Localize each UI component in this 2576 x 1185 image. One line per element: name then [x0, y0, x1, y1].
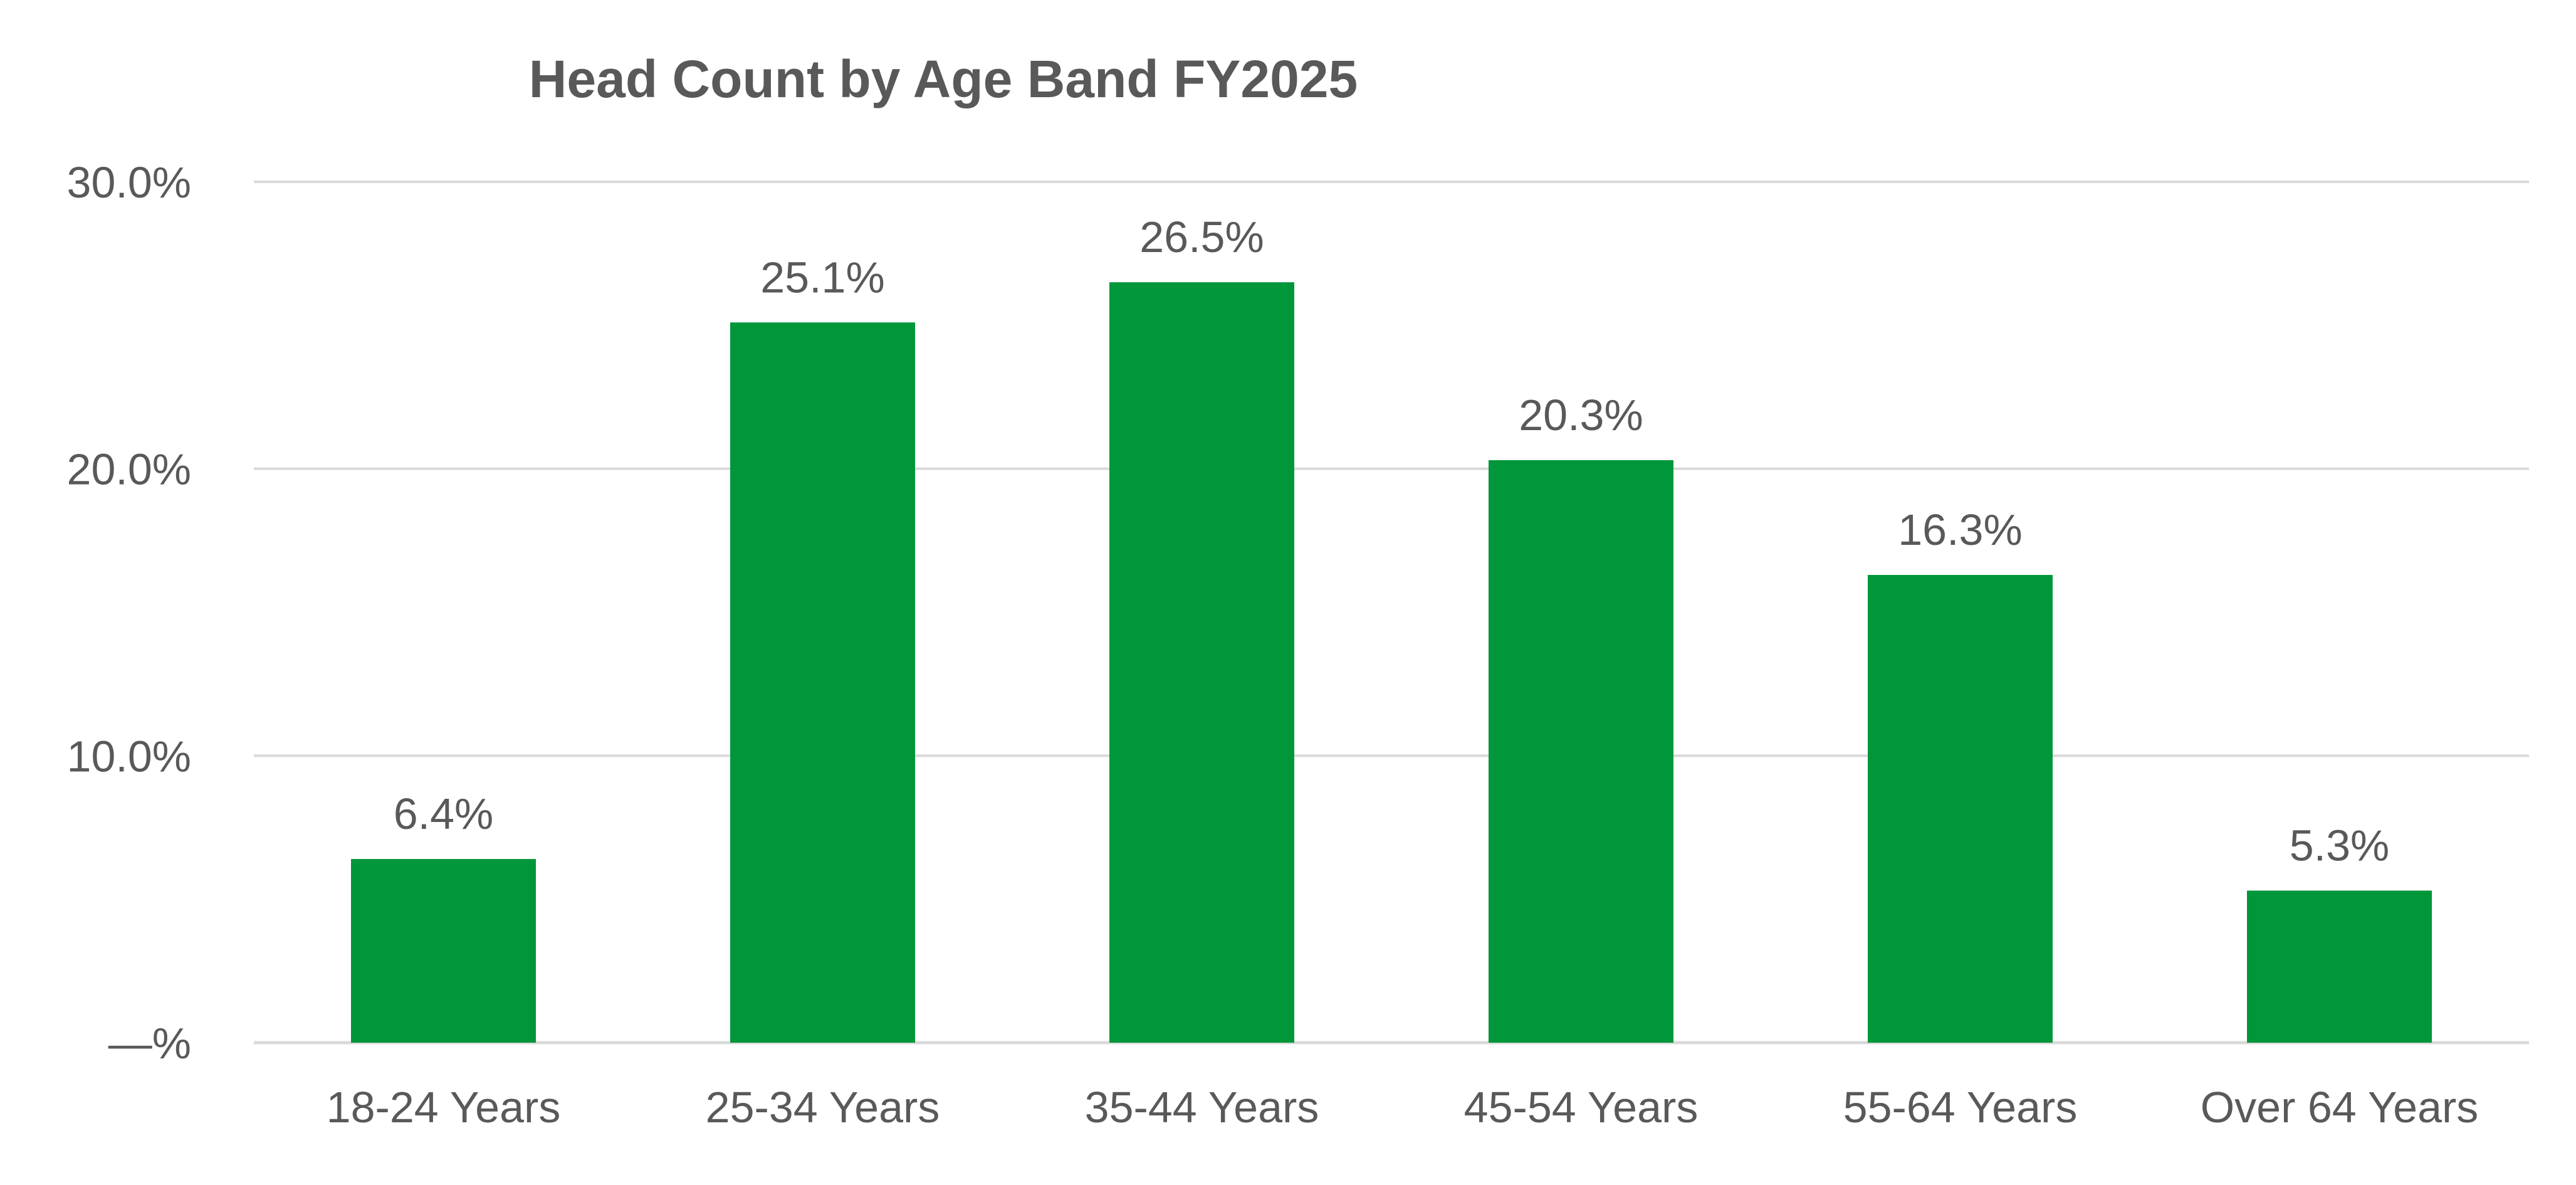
data-label: 20.3%	[1519, 391, 1643, 440]
bar	[1109, 282, 1294, 1043]
data-label: 25.1%	[760, 253, 884, 302]
chart-title: Head Count by Age Band FY2025	[529, 50, 1358, 108]
x-tick-label: 18-24 Years	[327, 1083, 561, 1132]
data-label: 5.3%	[2290, 821, 2390, 870]
bar	[730, 322, 915, 1043]
y-tick-label: 30.0%	[67, 158, 191, 207]
x-tick-label: 55-64 Years	[1843, 1083, 2078, 1132]
bar	[351, 859, 536, 1043]
bar	[1489, 460, 1673, 1043]
x-axis: 18-24 Years 25-34 Years 35-44 Years 45-54 Y…	[327, 1083, 2479, 1132]
data-label: 16.3%	[1898, 505, 2022, 554]
bars	[351, 282, 2432, 1043]
data-label: 6.4%	[394, 789, 494, 838]
y-tick-label: 10.0%	[67, 732, 191, 781]
x-tick-label: 45-54 Years	[1464, 1083, 1699, 1132]
y-axis: —% 10.0% 20.0% 30.0%	[67, 158, 191, 1068]
x-tick-label: 25-34 Years	[706, 1083, 940, 1132]
gridlines	[254, 181, 2529, 1045]
data-labels: 6.4% 25.1% 26.5% 20.3% 16.3% 5.3%	[394, 213, 2390, 870]
data-label: 26.5%	[1139, 213, 1264, 261]
y-tick-label: 20.0%	[67, 445, 191, 494]
y-tick-label: —%	[108, 1019, 191, 1068]
bar	[2247, 890, 2432, 1043]
x-tick-label: 35-44 Years	[1085, 1083, 1319, 1132]
x-tick-label: Over 64 Years	[2201, 1083, 2479, 1132]
bar	[1868, 575, 2053, 1043]
